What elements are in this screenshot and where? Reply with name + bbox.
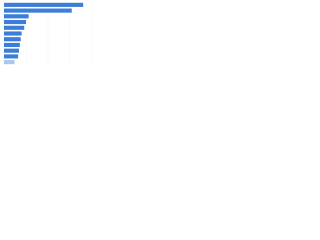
bar	[4, 8, 72, 13]
bar	[4, 2, 84, 7]
bar	[4, 48, 19, 53]
bar	[4, 19, 26, 25]
bar	[4, 14, 29, 19]
bar	[4, 37, 21, 42]
bar	[4, 54, 19, 59]
bar	[4, 60, 15, 65]
bar	[4, 42, 20, 48]
bar	[4, 31, 22, 36]
bar	[4, 25, 25, 30]
chart	[3, 2, 93, 65]
